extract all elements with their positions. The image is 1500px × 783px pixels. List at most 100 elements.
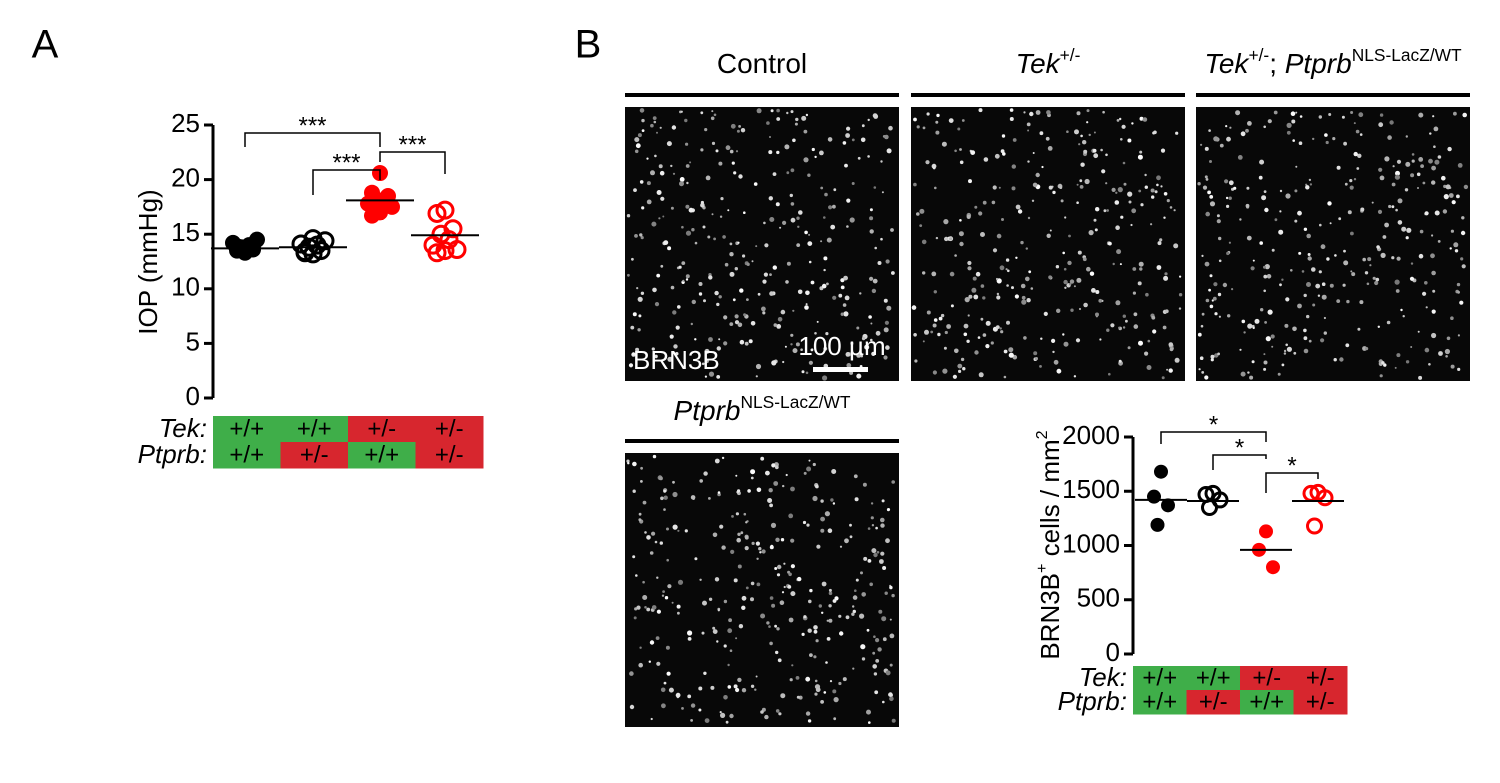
- cell-speck: [1118, 326, 1121, 329]
- cell-speck: [1397, 220, 1403, 225]
- cell-speck: [999, 327, 1002, 330]
- cell-speck: [1029, 111, 1034, 117]
- cell-speck: [711, 141, 716, 145]
- cell-speck: [833, 717, 837, 721]
- cell-speck: [652, 116, 657, 120]
- cell-speck: [814, 679, 818, 683]
- cell-speck: [1328, 113, 1332, 116]
- cell-speck: [675, 352, 679, 356]
- cell-speck: [1041, 165, 1044, 169]
- cell-speck: [678, 265, 682, 269]
- cell-speck: [755, 363, 762, 370]
- cell-speck: [636, 287, 639, 290]
- cell-speck: [808, 260, 812, 264]
- cell-speck: [1387, 135, 1392, 140]
- cell-speck: [814, 692, 818, 696]
- cell-speck: [943, 346, 947, 350]
- cell-speck: [916, 125, 920, 129]
- cell-speck: [650, 717, 653, 721]
- cell-speck: [1144, 173, 1147, 177]
- cell-speck: [682, 279, 685, 282]
- cell-speck: [996, 292, 1000, 296]
- cell-speck: [1457, 334, 1460, 337]
- cell-speck: [869, 216, 874, 221]
- cell-speck: [851, 612, 855, 616]
- cell-speck: [649, 640, 655, 645]
- cell-speck: [1178, 307, 1182, 310]
- cell-speck: [666, 141, 672, 147]
- cell-speck: [873, 114, 879, 119]
- cell-speck: [982, 200, 987, 205]
- cell-speck: [1306, 282, 1311, 287]
- cell-speck: [845, 133, 850, 138]
- cell-speck: [1101, 169, 1106, 174]
- cell-speck: [940, 313, 945, 318]
- scale-bar-label: 100 µm: [798, 331, 885, 361]
- cell-speck: [1453, 242, 1459, 248]
- cell-speck: [737, 677, 742, 683]
- cell-speck: [1211, 299, 1214, 302]
- cell-speck: [1080, 134, 1083, 138]
- text-part: BRN3B: [1035, 573, 1065, 660]
- cell-speck: [952, 374, 958, 379]
- cell-speck: [889, 618, 892, 621]
- cell-speck: [1128, 200, 1132, 204]
- cell-speck: [1338, 217, 1342, 221]
- cell-speck: [797, 576, 802, 582]
- data-point: [229, 238, 245, 255]
- genotype-cell: [1293, 666, 1348, 691]
- cell-speck: [886, 148, 892, 154]
- image-title: Tek+/-; PtprbNLS-LacZ/WT: [1204, 45, 1462, 80]
- cell-speck: [1228, 196, 1232, 200]
- cell-speck: [1305, 185, 1310, 190]
- cell-speck: [1153, 130, 1157, 135]
- cell-speck: [1418, 157, 1424, 162]
- cell-speck: [1308, 339, 1312, 343]
- cell-speck: [1323, 331, 1328, 335]
- cell-speck: [729, 149, 734, 154]
- cell-speck: [818, 604, 822, 608]
- cell-speck: [826, 282, 829, 286]
- cell-speck: [1064, 216, 1067, 219]
- cell-speck: [1225, 196, 1229, 200]
- cell-speck: [766, 621, 770, 625]
- cell-speck: [769, 291, 774, 296]
- cell-speck: [996, 233, 1002, 239]
- cell-speck: [1005, 268, 1008, 271]
- cell-speck: [672, 310, 677, 315]
- cell-speck: [646, 157, 649, 160]
- cell-speck: [638, 512, 642, 516]
- text-part: Tek: [1016, 48, 1062, 79]
- cell-speck: [1391, 205, 1395, 209]
- cell-speck: [1198, 368, 1201, 371]
- cell-speck: [911, 305, 917, 310]
- cell-speck: [1205, 178, 1209, 181]
- genotype-cell: [348, 442, 416, 469]
- cell-speck: [796, 695, 800, 699]
- significance-bracket: [244, 132, 381, 147]
- cell-speck: [679, 181, 684, 187]
- cell-speck: [785, 473, 788, 477]
- cell-speck: [708, 337, 713, 342]
- cell-speck: [1451, 200, 1456, 205]
- cell-speck: [1226, 136, 1231, 142]
- cell-speck: [967, 260, 972, 266]
- cell-speck: [1315, 283, 1321, 289]
- cell-speck: [632, 461, 637, 467]
- cell-speck: [741, 688, 747, 693]
- cell-speck: [778, 712, 782, 716]
- cell-speck: [635, 347, 640, 352]
- cell-speck: [884, 320, 890, 325]
- cell-speck: [996, 295, 1001, 300]
- cell-speck: [1099, 338, 1102, 341]
- cell-speck: [823, 256, 828, 261]
- cell-speck: [867, 527, 871, 530]
- cell-speck: [779, 600, 785, 605]
- cell-speck: [866, 628, 870, 632]
- genotype-cell-label: +/-: [1306, 688, 1335, 715]
- cell-speck: [823, 691, 827, 694]
- cell-speck: [1094, 228, 1098, 232]
- cell-speck: [1226, 251, 1230, 256]
- cell-speck: [868, 315, 872, 319]
- cell-speck: [1011, 186, 1016, 191]
